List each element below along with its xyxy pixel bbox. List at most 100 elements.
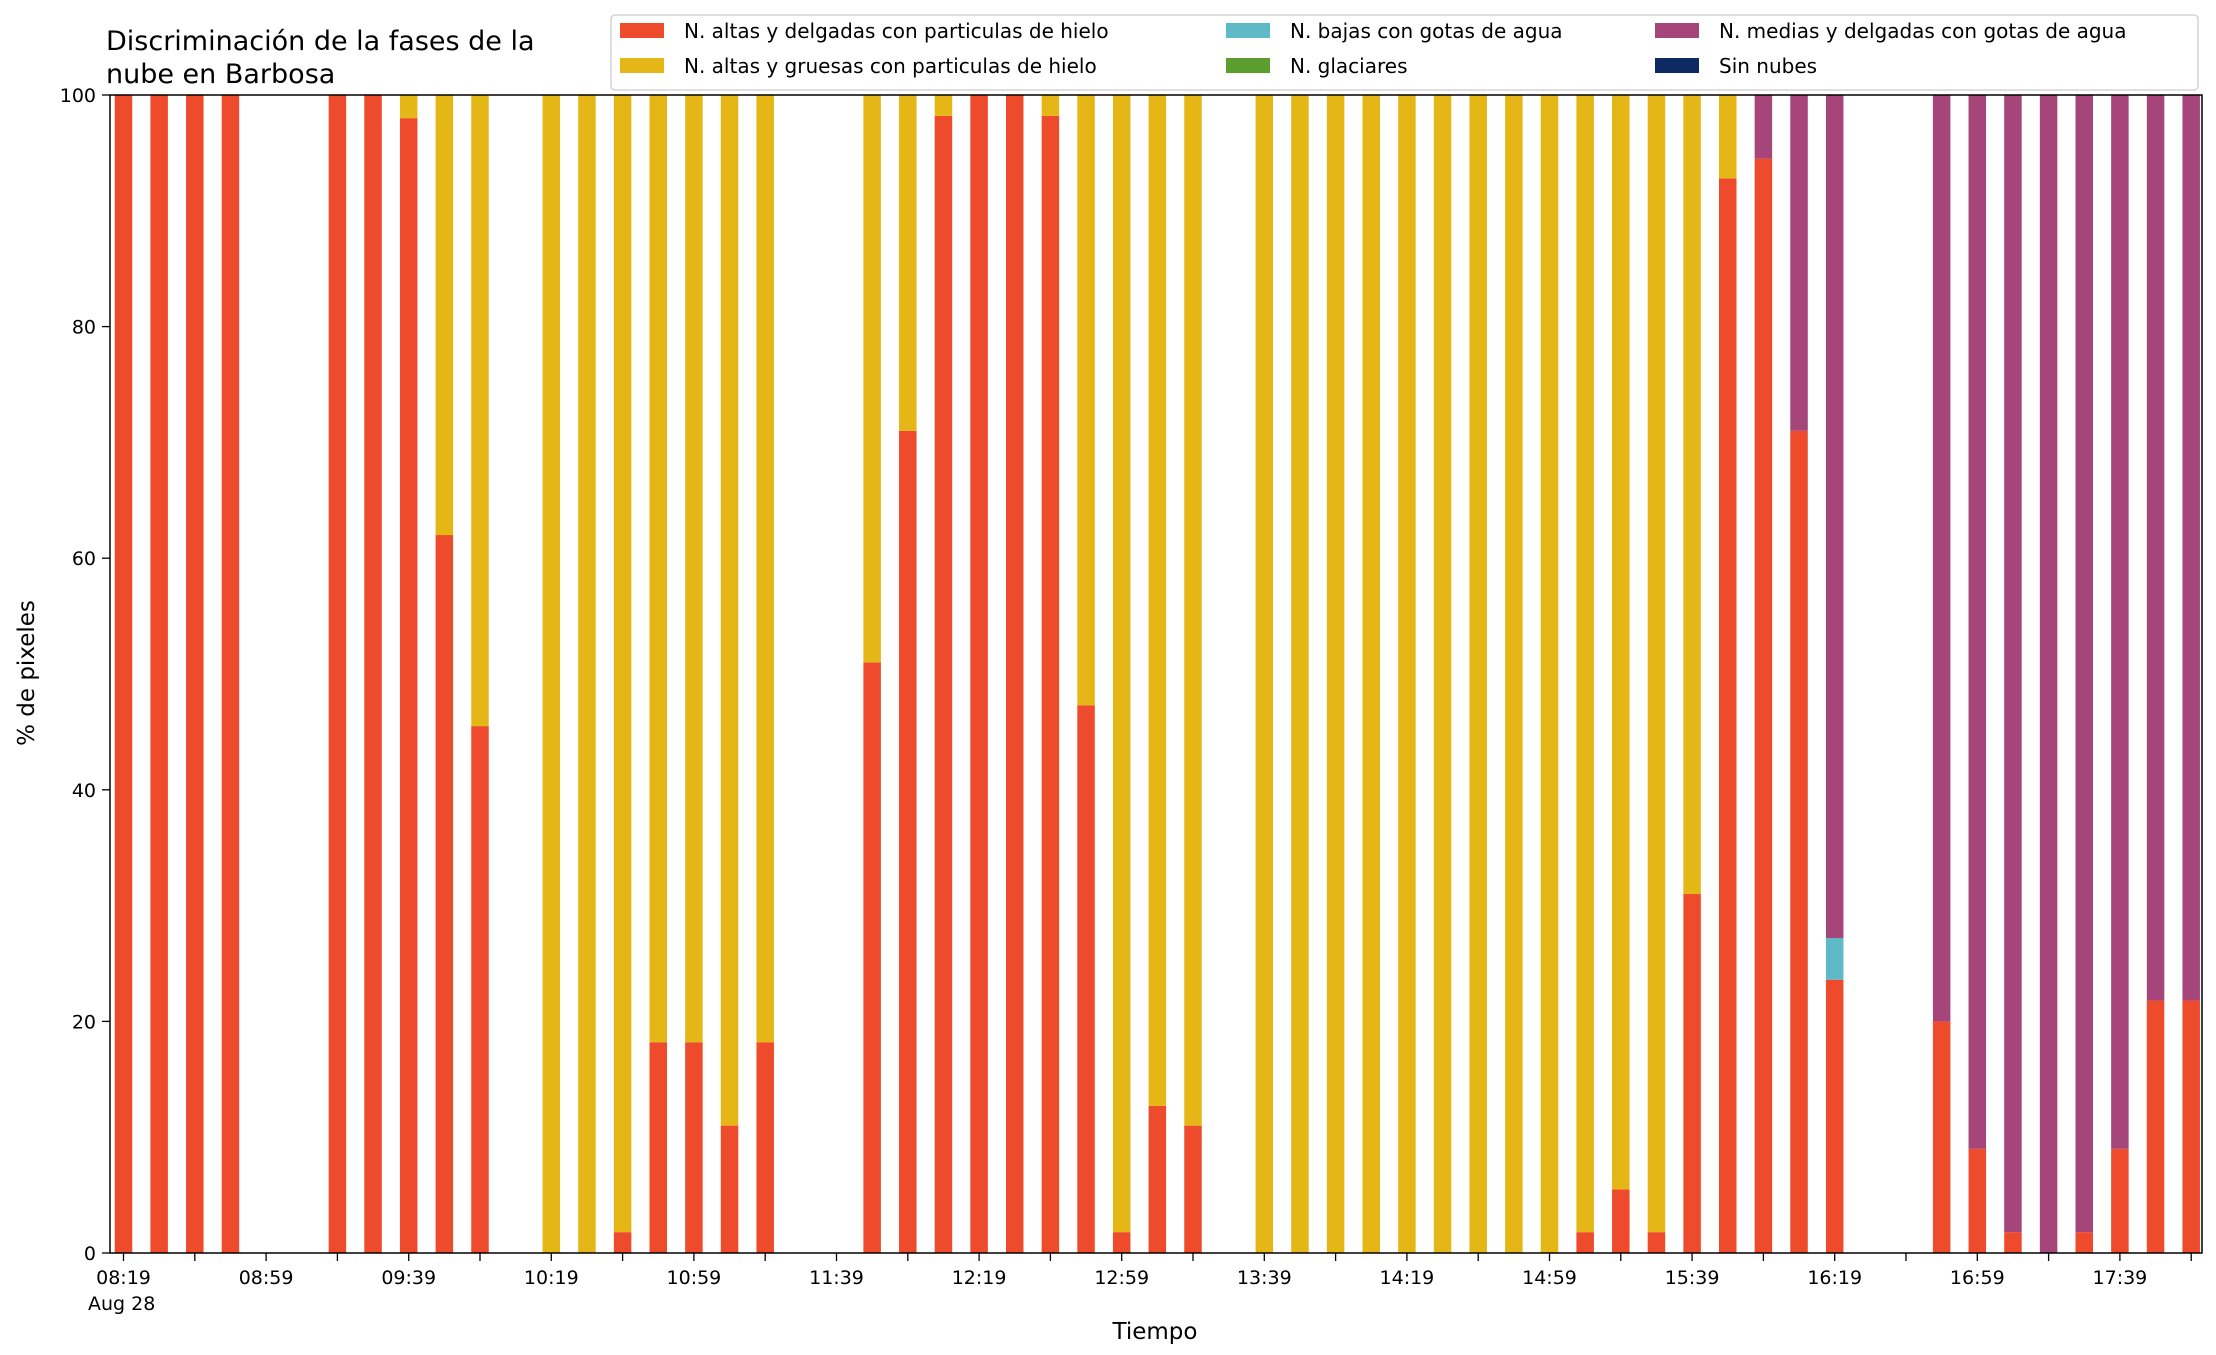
bar-segment-s4-t58 bbox=[2182, 95, 2200, 1001]
bar-segment-s0-t15 bbox=[649, 1042, 667, 1253]
legend-label-1: N. altas y gruesas con particulas de hie… bbox=[684, 54, 1097, 78]
x-tick-label: 10:59 bbox=[667, 1267, 722, 1289]
bar-segment-s4-t56 bbox=[2111, 95, 2129, 1149]
x-tick-label: 13:39 bbox=[1237, 1267, 1292, 1289]
bar-segment-s0-t28 bbox=[1112, 1232, 1131, 1253]
bar-segment-s1-t38 bbox=[1469, 95, 1487, 1253]
bar-segment-s1-t28 bbox=[1112, 95, 1131, 1233]
x-tick-date-label: Aug 28 bbox=[88, 1293, 155, 1315]
x-axis: 08:19 08:59 09:39 10:19 10:59 11:39 12:19 12:59… bbox=[88, 1253, 2192, 1315]
legend-label-5: Sin nubes bbox=[1719, 54, 1817, 78]
x-tick-label: 12:59 bbox=[1094, 1267, 1149, 1289]
legend-swatch-5 bbox=[1655, 58, 1699, 73]
bar-segment-s0-t43 bbox=[1647, 1232, 1666, 1253]
bar-segment-s0-t2 bbox=[186, 95, 204, 1253]
bar-segment-s1-t37 bbox=[1433, 95, 1452, 1253]
bar-segment-s1-t21 bbox=[863, 95, 881, 663]
bar-segment-s1-t34 bbox=[1326, 95, 1345, 1253]
bar-segment-s0-t53 bbox=[2004, 1232, 2022, 1253]
bar-segment-s1-t42 bbox=[1612, 95, 1630, 1190]
bar-segment-s0-t30 bbox=[1184, 1125, 1202, 1253]
bar-segment-s4-t55 bbox=[2075, 95, 2093, 1233]
bar-segment-s0-t47 bbox=[1790, 430, 1808, 1253]
legend-label-0: N. altas y delgadas con particulas de hi… bbox=[684, 19, 1109, 43]
bar-segment-s0-t14 bbox=[613, 1232, 632, 1253]
bar-segment-s1-t15 bbox=[649, 95, 667, 1043]
bar-segment-s1-t41 bbox=[1576, 95, 1594, 1233]
bar-segment-s1-t9 bbox=[435, 95, 454, 536]
x-tick-label: 12:19 bbox=[952, 1267, 1007, 1289]
bar-segment-s4-t48 bbox=[1825, 95, 1844, 939]
y-tick-label: 80 bbox=[72, 317, 96, 339]
legend-label-3: N. glaciares bbox=[1290, 54, 1408, 78]
bar-segment-s0-t52 bbox=[1968, 1148, 1987, 1253]
legend-box bbox=[610, 14, 2199, 91]
plot-frame bbox=[109, 94, 2203, 1254]
bar-segment-s1-t8 bbox=[399, 95, 418, 119]
bar-segment-s1-t33 bbox=[1291, 95, 1309, 1253]
bar-segment-s0-t48 bbox=[1825, 979, 1844, 1253]
bar-segment-s1-t16 bbox=[685, 95, 703, 1043]
bar-segment-s0-t1 bbox=[150, 95, 168, 1253]
x-tick-label: 16:59 bbox=[1950, 1267, 2005, 1289]
bar-segment-s4-t57 bbox=[2146, 95, 2165, 1001]
bars-group bbox=[114, 95, 2200, 1254]
bar-segment-s1-t26 bbox=[1041, 95, 1060, 116]
bar-segment-s1-t43 bbox=[1647, 95, 1666, 1233]
x-tick-label: 10:19 bbox=[524, 1267, 579, 1289]
legend-swatch-0 bbox=[620, 23, 664, 38]
bar-segment-s0-t24 bbox=[970, 95, 988, 1253]
bar-segment-s1-t13 bbox=[578, 95, 596, 1253]
chart-title-line-1: Discriminación de la fases de la bbox=[106, 26, 535, 57]
bar-segment-s1-t40 bbox=[1540, 95, 1559, 1253]
bar-segment-s0-t9 bbox=[435, 535, 454, 1253]
y-tick-label: 0 bbox=[84, 1243, 96, 1265]
x-tick-label: 15:39 bbox=[1665, 1267, 1720, 1289]
bar-segment-s4-t46 bbox=[1754, 95, 1773, 159]
legend-swatch-2 bbox=[1226, 23, 1270, 38]
bar-segment-s1-t17 bbox=[720, 95, 739, 1126]
bar-segment-s1-t29 bbox=[1148, 95, 1167, 1106]
y-tick-label: 100 bbox=[60, 85, 96, 107]
bar-segment-s0-t23 bbox=[934, 115, 953, 1254]
bar-segment-s0-t55 bbox=[2075, 1232, 2093, 1253]
bar-segment-s0-t3 bbox=[221, 95, 240, 1253]
bar-segment-s0-t10 bbox=[471, 726, 489, 1253]
bar-segment-s0-t18 bbox=[756, 1042, 774, 1253]
bar-segment-s0-t57 bbox=[2146, 1000, 2165, 1253]
bar-segment-s0-t26 bbox=[1041, 115, 1060, 1254]
bar-segment-s4-t52 bbox=[1968, 95, 1987, 1149]
chart-title-line-2: nube en Barbosa bbox=[106, 59, 335, 90]
bar-segment-s0-t8 bbox=[399, 118, 418, 1253]
bar-segment-s1-t18 bbox=[756, 95, 774, 1043]
x-axis-label: Tiempo bbox=[1112, 1319, 1198, 1345]
bar-segment-s0-t0 bbox=[114, 95, 133, 1253]
bar-segment-s0-t6 bbox=[328, 95, 347, 1253]
bar-segment-s2-t48 bbox=[1825, 938, 1844, 980]
bar-segment-s0-t27 bbox=[1077, 705, 1095, 1253]
x-tick-label: 14:19 bbox=[1380, 1267, 1435, 1289]
x-tick-label: 17:39 bbox=[2093, 1267, 2148, 1289]
bar-segment-s1-t30 bbox=[1184, 95, 1202, 1126]
y-tick-label: 40 bbox=[72, 780, 96, 802]
bar-segment-s1-t44 bbox=[1683, 95, 1701, 895]
bar-segment-s1-t36 bbox=[1398, 95, 1416, 1253]
bar-segment-s1-t32 bbox=[1255, 95, 1274, 1253]
bar-segment-s0-t51 bbox=[1932, 1021, 1951, 1253]
bar-segment-s0-t22 bbox=[899, 430, 917, 1253]
bar-segment-s1-t27 bbox=[1077, 95, 1095, 706]
bar-segment-s0-t17 bbox=[720, 1125, 739, 1253]
bar-segment-s1-t22 bbox=[899, 95, 917, 431]
x-tick-label: 08:19 bbox=[96, 1267, 151, 1289]
bar-segment-s1-t12 bbox=[542, 95, 561, 1253]
legend-label-4: N. medias y delgadas con gotas de agua bbox=[1719, 19, 2127, 43]
bar-segment-s4-t51 bbox=[1932, 95, 1951, 1022]
x-tick-label: 09:39 bbox=[381, 1267, 436, 1289]
bar-segment-s0-t21 bbox=[863, 662, 881, 1253]
x-tick-label: 16:19 bbox=[1807, 1267, 1862, 1289]
bar-segment-s0-t16 bbox=[685, 1042, 703, 1253]
bar-segment-s0-t25 bbox=[1006, 95, 1024, 1253]
y-tick-label: 20 bbox=[72, 1011, 96, 1033]
y-axis: 0 20 40 60 80 100 bbox=[60, 85, 110, 1265]
y-tick-label: 60 bbox=[72, 548, 96, 570]
